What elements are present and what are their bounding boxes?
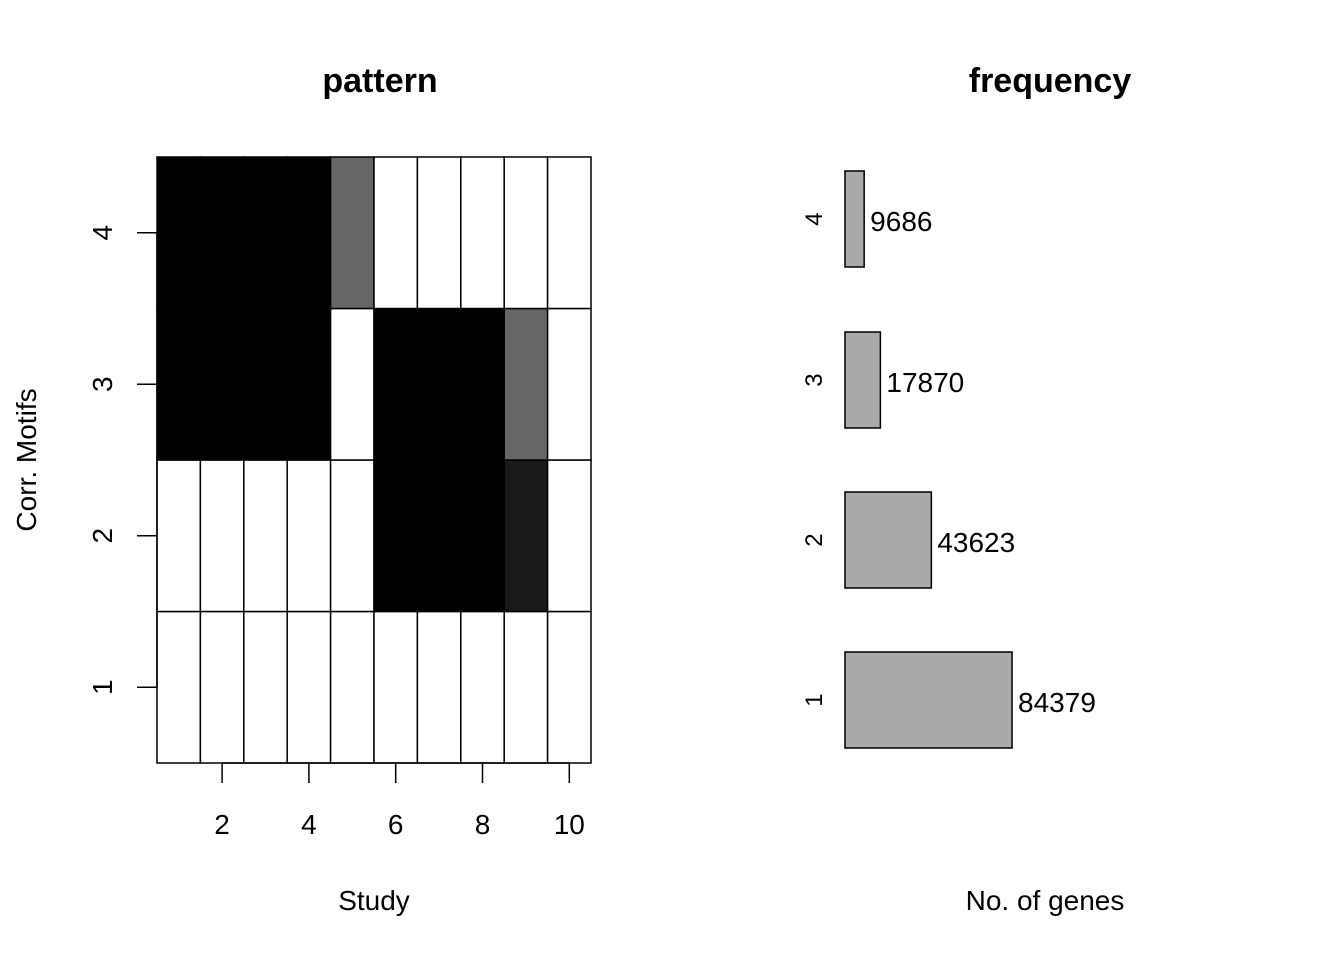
x-tick-label: 6 [388,809,404,840]
heatmap-cell [329,610,375,764]
heatmap-cell [546,610,592,764]
heatmap-cell [199,459,245,613]
heatmap-cell [460,610,505,764]
heatmap-cell [373,156,419,310]
heatmap-cell [373,610,419,764]
bar-category-label: 1 [801,693,828,706]
heatmap-cell [156,307,202,461]
heatmap-cell [243,610,288,764]
bar-category-label: 2 [801,533,828,546]
bar-value-label: 43623 [937,527,1015,558]
bar [844,491,933,589]
heatmap-cell [503,156,549,310]
heatmap-cell [373,459,419,613]
heatmap-cell [199,156,245,310]
heatmap-cell [546,307,592,461]
y-axis: 1 2 3 4 [87,225,158,695]
heatmap-cell [460,459,505,613]
heatmap-cell [460,156,505,310]
x-tick-label: 8 [475,809,491,840]
y-tick-label: 2 [87,528,118,544]
bar-value-label: 84379 [1018,687,1096,718]
heatmap-cell [546,459,592,613]
heatmap-cell [156,156,202,310]
pattern-title: pattern [322,62,437,100]
heatmap-cell [286,459,332,613]
bar-value-label: 17870 [886,367,964,398]
heatmap-cell [460,307,505,461]
bar-category-label: 4 [801,212,828,225]
heatmap-cell [329,156,375,310]
heatmap-cell [286,610,332,764]
bar-category-label: 3 [801,373,828,386]
heatmap-cell [373,307,419,461]
heatmap-cell [503,307,549,461]
x-axis-label: No. of genes [966,885,1125,916]
bar [844,651,1013,749]
frequency-title: frequency [969,62,1132,100]
heatmap-cell [416,459,462,613]
bar-value-label: 9686 [870,206,932,237]
y-axis-label: Corr. Motifs [11,388,42,531]
bar-marks: 84379 1 43623 2 17870 3 9686 4 [801,170,1096,749]
y-tick-label: 4 [87,225,118,241]
x-tick-label: 2 [214,809,230,840]
heatmap-cell [416,307,462,461]
heatmap-cell [156,610,202,764]
heatmap-cell [546,156,592,310]
heatmap-cell [416,610,462,764]
y-tick-label: 3 [87,376,118,392]
heatmap-cell [199,610,245,764]
x-axis-label: Study [338,885,410,916]
frequency-panel: frequency 84379 1 43623 2 17870 3 9686 4 No. of… [801,62,1131,916]
heatmap-cell [329,307,375,461]
heatmap-cell [503,459,549,613]
heatmap-cell [199,307,245,461]
y-tick-label: 1 [87,679,118,695]
heatmap-cell [286,307,332,461]
heatmap-cells [156,156,592,764]
heatmap-cell [243,459,288,613]
heatmap-cell [286,156,332,310]
bar [844,170,865,268]
bar [844,331,882,429]
heatmap-cell [243,156,288,310]
heatmap-cell [156,459,202,613]
heatmap-cell [416,156,462,310]
x-tick-label: 4 [301,809,317,840]
heatmap-cell [503,610,549,764]
heatmap-cell [243,307,288,461]
x-axis: 2 4 6 8 10 [214,762,585,840]
x-tick-label: 10 [554,809,585,840]
heatmap-cell [329,459,375,613]
